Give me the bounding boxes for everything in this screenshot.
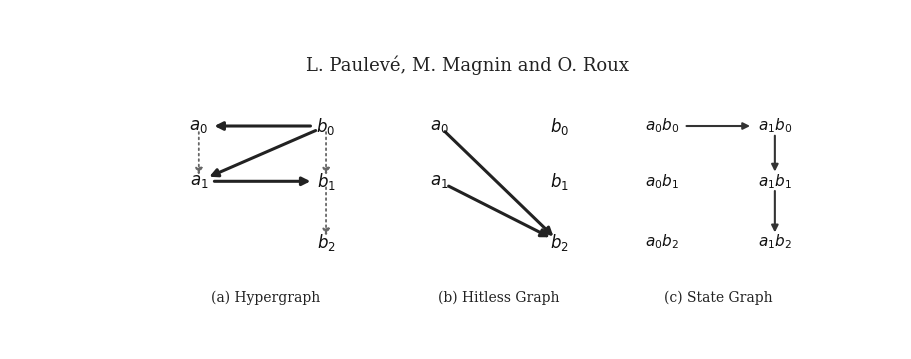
Text: $b_2$: $b_2$ — [316, 232, 335, 253]
Text: (a) Hypergraph: (a) Hypergraph — [211, 290, 321, 304]
Text: $a_1$: $a_1$ — [189, 173, 208, 190]
Text: $a_1b_1$: $a_1b_1$ — [757, 172, 791, 191]
Text: $a_0b_0$: $a_0b_0$ — [644, 117, 678, 135]
Text: $a_1$: $a_1$ — [429, 173, 448, 190]
Text: (b) Hitless Graph: (b) Hitless Graph — [438, 290, 559, 304]
Text: $b_0$: $b_0$ — [549, 116, 568, 136]
Text: $a_0$: $a_0$ — [189, 117, 208, 135]
Text: L. Paulevé, M. Magnin and O. Roux: L. Paulevé, M. Magnin and O. Roux — [305, 56, 629, 75]
Text: (c) State Graph: (c) State Graph — [663, 290, 772, 304]
Text: $a_1b_0$: $a_1b_0$ — [757, 117, 791, 135]
Text: $b_0$: $b_0$ — [316, 116, 335, 136]
Text: $a_0b_1$: $a_0b_1$ — [644, 172, 678, 191]
Text: $b_2$: $b_2$ — [549, 232, 568, 253]
Text: $b_1$: $b_1$ — [549, 171, 568, 192]
Text: $b_1$: $b_1$ — [316, 171, 335, 192]
Text: $a_1b_2$: $a_1b_2$ — [757, 233, 791, 251]
Text: $a_0$: $a_0$ — [429, 117, 448, 135]
Text: $a_0b_2$: $a_0b_2$ — [644, 233, 678, 251]
